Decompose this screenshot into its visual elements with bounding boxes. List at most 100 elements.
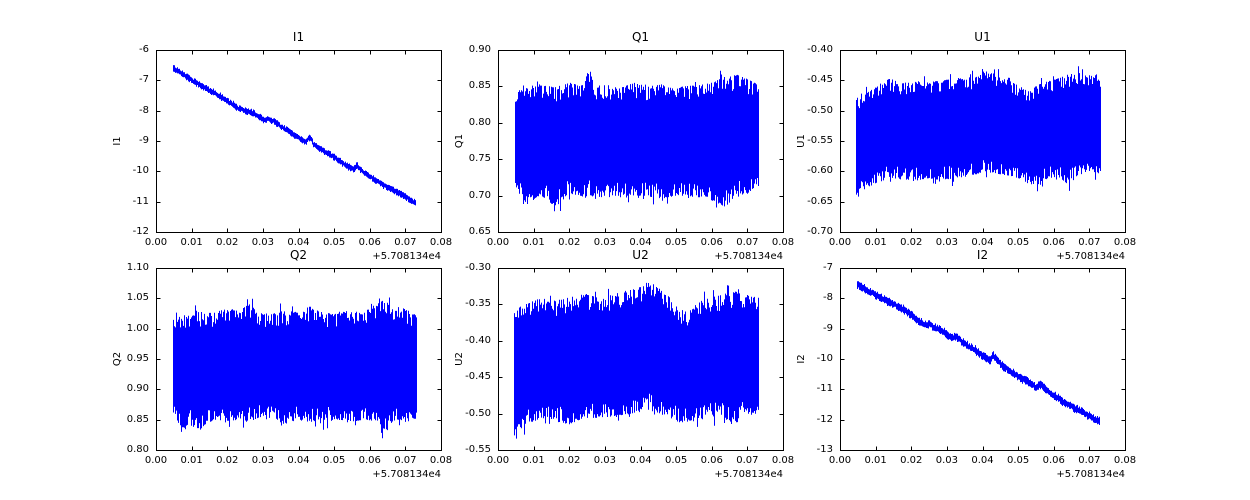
data-series-i2 (857, 281, 1100, 425)
plot-title-q2: Q2 (289, 248, 308, 262)
x-offset-label: +5.708134e4 (1056, 251, 1125, 262)
x-tick-label: 0.08 (429, 237, 453, 248)
y-tick-label: 1.00 (126, 322, 149, 334)
x-tick-label: 0.02 (216, 455, 239, 466)
y-tick-label: -0.55 (465, 444, 491, 455)
y-tick-label: -0.60 (807, 165, 833, 177)
x-tick-label: 0.03 (251, 237, 274, 248)
axes-frame (498, 50, 784, 233)
x-tick-label: 0.08 (1113, 237, 1137, 248)
plot-title-i2: I2 (976, 248, 989, 262)
axes-frame (840, 268, 1126, 451)
y-tick-label: 0.80 (126, 444, 149, 455)
x-offset-label: +5.708134e4 (714, 469, 783, 480)
y-tick-label: 0.85 (126, 413, 149, 425)
x-tick-label: 0.01 (180, 237, 203, 248)
x-tick-label: 0.00 (144, 237, 168, 248)
x-tick-label: 0.05 (322, 455, 346, 466)
y-tick-label: -0.65 (807, 195, 833, 207)
y-tick-label: -13 (816, 444, 833, 455)
x-offset-label: +5.708134e4 (372, 251, 441, 262)
x-tick-label: 0.02 (900, 455, 923, 466)
y-tick-label: -12 (816, 413, 833, 425)
x-tick-label: 0.07 (1078, 455, 1101, 466)
x-tick-label: 0.07 (736, 237, 759, 248)
x-tick-label: 0.06 (358, 455, 381, 466)
x-tick-label: 0.04 (629, 237, 652, 248)
axes-frame (840, 50, 1126, 233)
x-tick-label: 0.03 (935, 455, 958, 466)
x-tick-label: 0.05 (322, 237, 346, 248)
axes-frame (156, 50, 442, 233)
x-tick-label: 0.06 (1042, 455, 1065, 466)
y-tick-label: -11 (132, 195, 149, 207)
x-tick-label: 0.00 (828, 455, 852, 466)
y-tick-label: 0.90 (126, 383, 149, 395)
y-tick-label: -0.55 (807, 135, 833, 146)
y-tick-label: -8 (139, 104, 149, 116)
x-tick-label: 0.06 (700, 237, 723, 248)
x-tick-label: 0.05 (664, 237, 688, 248)
x-tick-label: 0.04 (971, 455, 994, 466)
x-tick-label: 0.02 (558, 455, 581, 466)
data-series-u1 (856, 66, 1101, 197)
x-tick-label: 0.02 (216, 237, 239, 248)
y-tick-label: -11 (816, 383, 833, 395)
data-series-i1 (173, 65, 416, 206)
y-tick-label: 0.95 (126, 353, 149, 364)
data-series-q2 (173, 297, 417, 439)
y-tick-label: 0.85 (468, 80, 491, 92)
x-tick-label: 0.08 (1113, 455, 1137, 466)
plot-area-q1 (498, 50, 784, 233)
x-offset-label: +5.708134e4 (714, 251, 783, 262)
y-tick-label: -6 (139, 44, 149, 55)
x-tick-label: 0.08 (771, 237, 795, 248)
y-tick-label: -0.50 (807, 104, 833, 116)
x-tick-label: 0.01 (522, 455, 545, 466)
x-tick-label: 0.07 (394, 455, 417, 466)
x-tick-label: 0.02 (558, 237, 581, 248)
y-tick-label: -0.45 (807, 74, 833, 86)
y-tick-label: -9 (823, 322, 833, 334)
y-tick-label: 0.65 (468, 226, 491, 237)
x-tick-label: 0.05 (1006, 455, 1030, 466)
plot-title-i1: I1 (292, 30, 305, 44)
y-tick-label: -7 (139, 74, 149, 86)
plot-area-u1 (840, 50, 1126, 233)
x-tick-label: 0.05 (664, 455, 688, 466)
x-tick-label: 0.01 (180, 455, 203, 466)
x-tick-label: 0.06 (358, 237, 381, 248)
x-tick-label: 0.08 (429, 455, 453, 466)
x-tick-label: 0.07 (1078, 237, 1101, 248)
x-tick-label: 0.03 (251, 455, 274, 466)
x-tick-label: 0.00 (486, 237, 510, 248)
y-tick-label: -0.50 (465, 407, 491, 419)
y-tick-label: -0.40 (465, 334, 491, 346)
y-tick-label: 0.90 (468, 44, 491, 55)
plot-title-u1: U1 (974, 30, 991, 44)
x-tick-label: 0.06 (700, 455, 723, 466)
x-offset-label: +5.708134e4 (1056, 469, 1125, 480)
x-tick-label: 0.04 (629, 455, 652, 466)
y-tick-label: -9 (139, 135, 149, 146)
x-tick-label: 0.04 (287, 455, 310, 466)
x-tick-label: 0.01 (864, 455, 887, 466)
y-tick-label: 1.05 (126, 292, 149, 304)
plot-title-u2: U2 (632, 248, 649, 262)
y-tick-label: -0.40 (807, 44, 833, 55)
x-tick-label: 0.01 (864, 237, 887, 248)
plot-area-i1 (156, 50, 442, 233)
x-tick-label: 0.02 (900, 237, 923, 248)
plot-area-q2 (156, 268, 442, 451)
y-tick-label: 0.70 (468, 189, 491, 201)
x-tick-label: 0.03 (935, 237, 958, 248)
plot-area-i2 (840, 268, 1126, 451)
x-tick-label: 0.03 (593, 455, 616, 466)
y-tick-label: -0.30 (465, 262, 491, 273)
